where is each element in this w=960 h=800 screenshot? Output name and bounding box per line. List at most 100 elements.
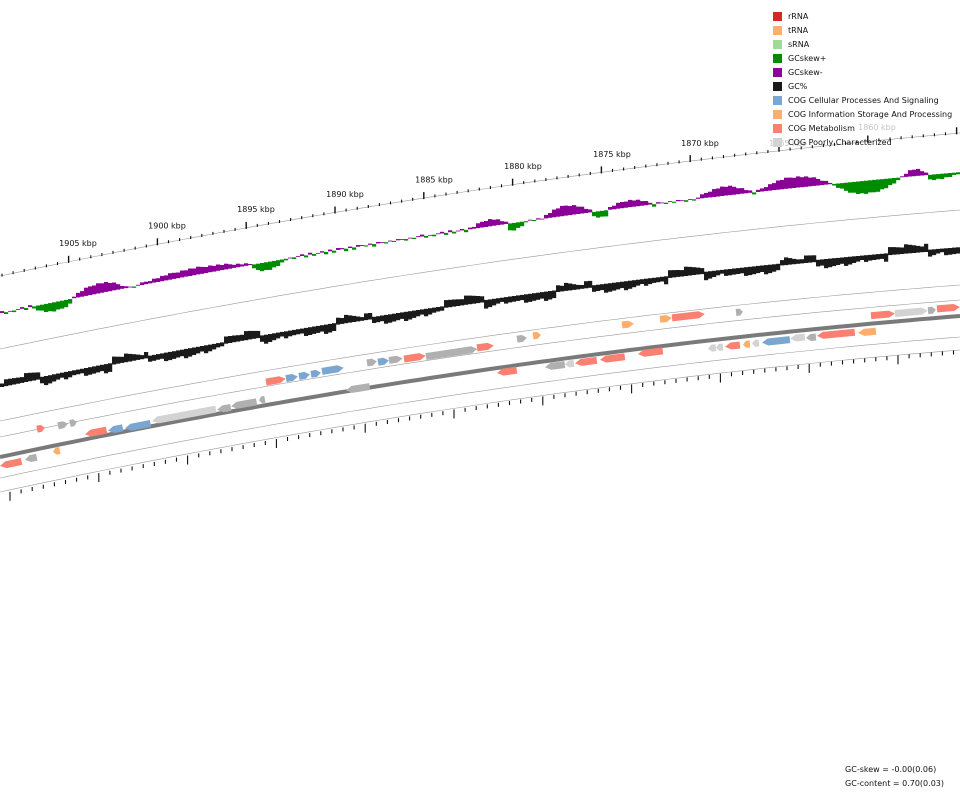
legend-label: sRNA: [788, 39, 810, 49]
gc-content-bar: [516, 295, 521, 301]
gc-skew-bar: [692, 199, 697, 201]
gc-skew-bar: [932, 174, 937, 181]
gc-skew-bar: [640, 201, 645, 206]
gc-content-bar: [848, 256, 853, 265]
gc-content-bar: [612, 282, 617, 291]
gc-skew-bar: [276, 260, 281, 266]
gc-skew-bar: [316, 252, 321, 254]
gc-content-bar: [148, 355, 153, 362]
gc-skew-bar: [580, 206, 585, 214]
gene-feature-metabolism: [725, 341, 741, 350]
gc-content-bar: [432, 307, 437, 313]
gene-feature-unknown: [57, 421, 68, 430]
gc-content-bar: [360, 317, 365, 321]
gc-content-bar: [636, 279, 641, 286]
gc-skew-bar: [384, 242, 389, 244]
gene-feature-unknown: [25, 453, 38, 463]
gc-content-bar: [564, 282, 569, 291]
gc-skew-bar: [780, 179, 785, 190]
gc-skew-bar: [544, 214, 549, 219]
gc-content-bar: [128, 353, 133, 362]
gc-content-bar: [704, 271, 709, 281]
gc-skew-bar: [912, 169, 917, 177]
gc-content-bar: [528, 293, 533, 302]
gc-skew-bar: [268, 261, 273, 270]
gc-skew-bar: [60, 300, 65, 309]
gc-skew-bar: [96, 283, 101, 294]
gc-skew-bar: [872, 179, 877, 193]
gc-skew-bar: [404, 239, 409, 241]
gc-content-bar: [856, 256, 861, 262]
gc-skew-bar: [152, 278, 157, 283]
gc-skew-bar: [492, 219, 497, 226]
gc-skew-bar: [160, 275, 165, 282]
gc-content-bar: [608, 283, 613, 292]
gc-content-bar: [396, 313, 401, 321]
gc-content-bar: [948, 248, 953, 255]
gc-content-bar: [900, 247, 905, 254]
gc-content-bar: [712, 270, 717, 277]
gene-feature-info: [858, 327, 877, 336]
gc-skew-bar: [776, 180, 781, 190]
gc-content-bar: [768, 264, 773, 274]
gc-content-bar: [784, 257, 789, 266]
position-ruler: [1, 127, 958, 501]
gc-content-bar: [292, 329, 297, 336]
gc-content-bar: [944, 248, 949, 256]
gc-skew-bar: [612, 205, 617, 210]
gc-content-bar: [352, 315, 357, 322]
gc-content-bar: [896, 247, 901, 255]
gc-content-bar: [892, 247, 897, 255]
gc-skew-bar: [572, 205, 577, 215]
gc-skew-bar: [524, 221, 529, 223]
gc-skew-bar: [52, 302, 57, 312]
gc-skew-bar: [84, 287, 89, 296]
gc-skew-bar: [164, 275, 169, 281]
gc-skew-bar: [184, 270, 189, 277]
gc-skew-bar: [512, 222, 517, 231]
gc-content-bar: [24, 373, 29, 382]
gc-content-bar: [268, 334, 273, 342]
gc-skew-bar: [376, 242, 381, 244]
gc-content-bar: [364, 313, 369, 321]
gc-content-bar: [88, 367, 93, 375]
gc-skew-bar: [952, 172, 957, 175]
gc-skew-bar: [284, 258, 289, 261]
gc-content-bar: [840, 257, 845, 264]
gc-content-bar: [680, 270, 685, 277]
gc-content-bar: [168, 351, 173, 361]
gc-skew-bar: [888, 178, 893, 186]
gc-content-bar: [220, 342, 225, 347]
gc-skew-bar: [188, 268, 193, 276]
legend-swatch: [773, 123, 782, 133]
gc-content-bar: [228, 336, 233, 343]
gc-content-bar: [356, 316, 361, 322]
gene-feature-poorly: [565, 359, 575, 368]
gc-skew-bar: [312, 254, 317, 256]
gc-skew-bar: [788, 177, 793, 189]
gc-skew-bar: [280, 259, 285, 263]
gc-skew-bar: [364, 245, 369, 247]
gc-skew-bar: [840, 183, 845, 189]
gc-skew-bar: [424, 235, 429, 238]
gc-content-bar: [300, 328, 305, 334]
gene-feature-unknown: [545, 361, 566, 370]
gc-skew-bar: [116, 284, 121, 290]
gc-skew-bar: [28, 305, 33, 308]
gc-content-bar: [328, 323, 333, 333]
gc-skew-bar: [764, 187, 769, 191]
gc-skew-bar: [368, 243, 373, 245]
gc-skew-bar: [448, 230, 453, 233]
gc-content-bar: [520, 294, 525, 301]
gc-skew-bar: [832, 183, 837, 186]
gc-skew-bar: [92, 285, 97, 295]
gc-skew-bar: [528, 219, 533, 221]
gc-skew-bar: [128, 286, 133, 288]
gc-skew-bar: [208, 265, 213, 273]
gc-skew-bar: [420, 234, 425, 237]
gene-feature-cellular: [285, 374, 298, 383]
gc-skew-bar: [480, 221, 485, 228]
gc-content-bar: [296, 329, 301, 335]
gc-content-bar: [488, 299, 493, 308]
legend-item: COG Poorly Characterized: [773, 135, 952, 149]
